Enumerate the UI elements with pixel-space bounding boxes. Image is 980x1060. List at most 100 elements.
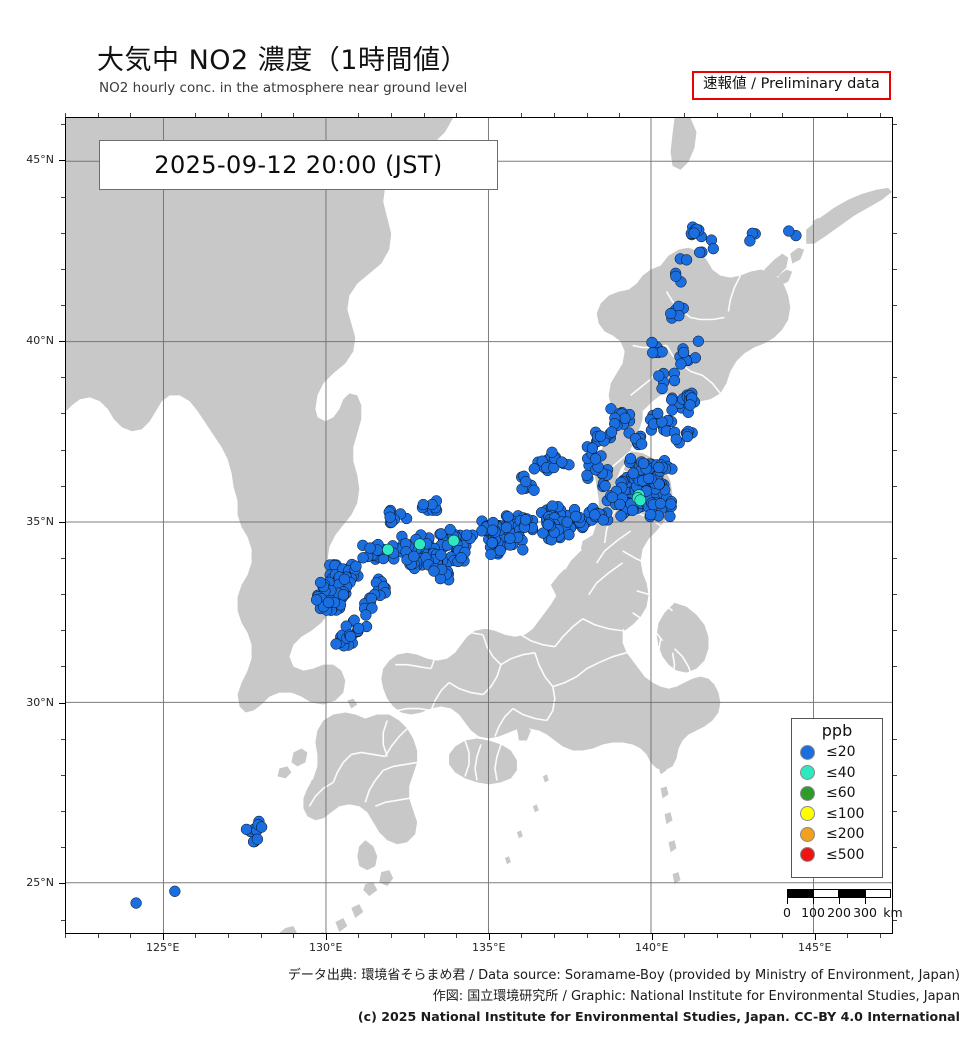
- station-marker[interactable]: [352, 622, 365, 635]
- legend-item-6[interactable]: ≤500: [792, 844, 882, 865]
- station-marker[interactable]: [455, 552, 467, 564]
- station-marker[interactable]: [500, 521, 513, 534]
- station-marker[interactable]: [636, 438, 648, 450]
- station-marker[interactable]: [504, 532, 516, 544]
- station-marker[interactable]: [653, 370, 665, 382]
- station-marker[interactable]: [653, 478, 665, 490]
- station-marker[interactable]: [677, 346, 690, 359]
- station-marker[interactable]: [330, 638, 342, 650]
- station-marker[interactable]: [408, 550, 420, 562]
- station-marker[interactable]: [653, 461, 665, 474]
- legend-item-2[interactable]: ≤40: [792, 762, 882, 783]
- station-marker[interactable]: [350, 560, 362, 572]
- station-marker[interactable]: [130, 897, 142, 909]
- station-marker[interactable]: [646, 336, 658, 349]
- station-marker[interactable]: [537, 527, 549, 539]
- station-marker[interactable]: [384, 511, 396, 523]
- station-marker[interactable]: [624, 453, 637, 465]
- station-marker[interactable]: [364, 542, 376, 554]
- map-plot-area[interactable]: [65, 117, 893, 934]
- station-marker[interactable]: [546, 500, 558, 512]
- station-marker-elevated[interactable]: [414, 538, 426, 551]
- station-marker[interactable]: [435, 549, 447, 561]
- station-marker[interactable]: [542, 519, 554, 531]
- station-marker[interactable]: [344, 630, 357, 643]
- station-marker[interactable]: [487, 524, 499, 536]
- station-marker[interactable]: [692, 335, 705, 347]
- station-marker[interactable]: [251, 833, 264, 845]
- station-marker[interactable]: [681, 430, 694, 443]
- station-marker[interactable]: [664, 510, 676, 523]
- station-marker[interactable]: [707, 243, 719, 255]
- station-marker[interactable]: [494, 545, 506, 557]
- station-marker[interactable]: [654, 497, 667, 510]
- station-marker[interactable]: [665, 498, 677, 510]
- station-marker[interactable]: [337, 589, 349, 601]
- station-marker[interactable]: [528, 463, 540, 475]
- station-marker[interactable]: [744, 235, 756, 247]
- station-marker[interactable]: [546, 446, 558, 458]
- station-marker[interactable]: [357, 552, 369, 564]
- station-marker[interactable]: [314, 576, 327, 589]
- station-marker[interactable]: [615, 510, 627, 522]
- station-marker[interactable]: [586, 442, 599, 454]
- station-marker[interactable]: [581, 469, 593, 481]
- station-marker[interactable]: [668, 375, 681, 387]
- station-marker[interactable]: [656, 382, 668, 395]
- station-marker[interactable]: [338, 573, 351, 585]
- station-marker[interactable]: [626, 504, 639, 516]
- legend-item-3[interactable]: ≤60: [792, 783, 882, 804]
- station-marker[interactable]: [360, 609, 372, 621]
- station-marker[interactable]: [561, 516, 573, 528]
- station-marker[interactable]: [589, 509, 601, 521]
- station-marker[interactable]: [694, 246, 706, 259]
- station-marker[interactable]: [444, 523, 456, 536]
- station-marker[interactable]: [627, 467, 639, 479]
- station-marker[interactable]: [665, 394, 678, 406]
- station-marker[interactable]: [563, 529, 575, 541]
- station-marker[interactable]: [476, 525, 488, 537]
- station-marker[interactable]: [606, 491, 618, 503]
- station-marker[interactable]: [666, 404, 678, 416]
- station-marker[interactable]: [570, 510, 582, 523]
- station-marker[interactable]: [652, 407, 664, 420]
- station-marker[interactable]: [428, 565, 440, 577]
- station-marker[interactable]: [322, 596, 335, 609]
- station-marker-elevated[interactable]: [382, 543, 394, 556]
- station-marker[interactable]: [240, 823, 253, 835]
- station-marker[interactable]: [255, 821, 268, 833]
- station-marker[interactable]: [589, 453, 602, 465]
- station-marker-elevated[interactable]: [634, 494, 647, 507]
- station-marker[interactable]: [642, 472, 655, 484]
- station-marker[interactable]: [675, 358, 687, 370]
- legend-item-1[interactable]: ≤20: [792, 742, 882, 763]
- station-marker[interactable]: [605, 426, 618, 438]
- station-marker[interactable]: [647, 347, 659, 359]
- station-marker[interactable]: [594, 430, 607, 442]
- station-marker[interactable]: [519, 514, 532, 526]
- station-marker[interactable]: [783, 225, 795, 237]
- station-marker[interactable]: [656, 346, 668, 358]
- station-marker[interactable]: [670, 433, 682, 445]
- station-marker[interactable]: [502, 511, 514, 523]
- station-marker[interactable]: [688, 227, 700, 239]
- station-marker[interactable]: [665, 307, 677, 320]
- station-marker[interactable]: [486, 537, 498, 549]
- legend-item-4[interactable]: ≤100: [792, 803, 882, 824]
- station-marker[interactable]: [517, 544, 529, 556]
- legend-item-5[interactable]: ≤200: [792, 824, 882, 845]
- station-marker[interactable]: [556, 456, 568, 468]
- station-marker[interactable]: [670, 270, 682, 282]
- station-marker[interactable]: [169, 885, 181, 897]
- station-marker[interactable]: [310, 594, 323, 606]
- station-marker[interactable]: [645, 508, 657, 521]
- station-marker[interactable]: [520, 475, 532, 488]
- station-marker[interactable]: [597, 514, 609, 526]
- station-marker[interactable]: [614, 498, 626, 510]
- station-marker[interactable]: [417, 498, 429, 511]
- station-marker[interactable]: [528, 484, 540, 496]
- station-marker[interactable]: [637, 457, 650, 469]
- station-marker[interactable]: [460, 529, 473, 541]
- station-marker[interactable]: [680, 254, 693, 266]
- station-marker-elevated[interactable]: [447, 534, 460, 547]
